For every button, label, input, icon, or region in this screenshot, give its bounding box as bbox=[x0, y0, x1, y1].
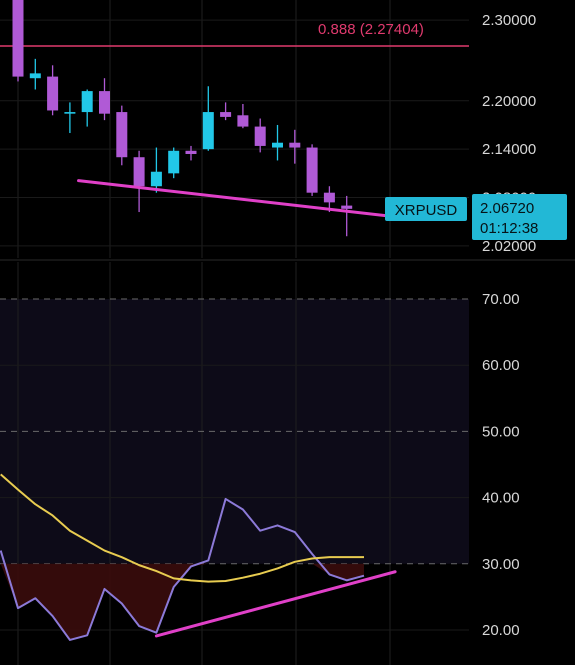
indicator-tick-label: 20.00 bbox=[482, 622, 520, 639]
candle-body bbox=[202, 112, 214, 150]
candle-body bbox=[254, 126, 266, 146]
price-tick-label: 2.20000 bbox=[482, 93, 536, 110]
price-grid bbox=[0, 0, 469, 258]
candle-body bbox=[272, 142, 283, 148]
indicator-tick-label: 60.00 bbox=[482, 357, 520, 374]
candle-body bbox=[341, 205, 353, 209]
candle-body bbox=[99, 91, 110, 114]
candle-body bbox=[150, 171, 162, 187]
candle-body bbox=[323, 192, 335, 203]
indicator-tick-label: 70.00 bbox=[482, 291, 520, 308]
candle-body bbox=[81, 91, 93, 113]
price-tag-countdown: 01:12:38 bbox=[480, 220, 538, 237]
indicator-tick-label: 50.00 bbox=[482, 423, 520, 440]
price-tag-bg bbox=[472, 194, 567, 240]
indicator-pane[interactable]: 70.00 60.00 50.00 40.00 30.00 20.00 bbox=[0, 262, 520, 665]
candle-body bbox=[64, 112, 76, 114]
candle-body bbox=[133, 157, 145, 187]
candle-body bbox=[116, 112, 128, 158]
price-tag[interactable]: XRPUSD 2.06720 01:12:38 bbox=[385, 194, 567, 240]
candle-body bbox=[237, 115, 249, 127]
indicator-trendline[interactable] bbox=[154, 570, 397, 638]
price-trendline[interactable] bbox=[77, 179, 406, 220]
symbol-tag-label: XRPUSD bbox=[395, 202, 458, 219]
indicator-tick-label: 40.00 bbox=[482, 490, 520, 507]
price-tick-label: 2.02000 bbox=[482, 238, 536, 255]
price-tag-value: 2.06720 bbox=[480, 200, 534, 217]
price-pane[interactable]: 0.888 (2.27404) 2.30000 2.20000 2.14000 2.0… bbox=[0, 0, 536, 258]
candle-body bbox=[29, 73, 41, 79]
symbol-tag-bg bbox=[385, 197, 467, 221]
candle-body bbox=[168, 150, 180, 174]
candles bbox=[12, 0, 353, 237]
candle-body bbox=[185, 150, 197, 154]
candle-body bbox=[47, 76, 59, 111]
indicator-ma-line bbox=[0, 473, 364, 583]
candle-body bbox=[12, 0, 24, 77]
candle-body bbox=[306, 147, 318, 193]
indicator-tick-label: 30.00 bbox=[482, 556, 520, 573]
candle-body bbox=[220, 112, 232, 117]
indicator-axis-ticks: 70.00 60.00 50.00 40.00 30.00 20.00 bbox=[482, 291, 520, 639]
price-tick-label: 2.14000 bbox=[482, 141, 536, 158]
candle-body bbox=[289, 142, 301, 148]
indicator-line bbox=[0, 497, 365, 641]
price-tick-label: 2.30000 bbox=[482, 12, 536, 29]
fib-level-label: 0.888 (2.27404) bbox=[318, 21, 424, 38]
